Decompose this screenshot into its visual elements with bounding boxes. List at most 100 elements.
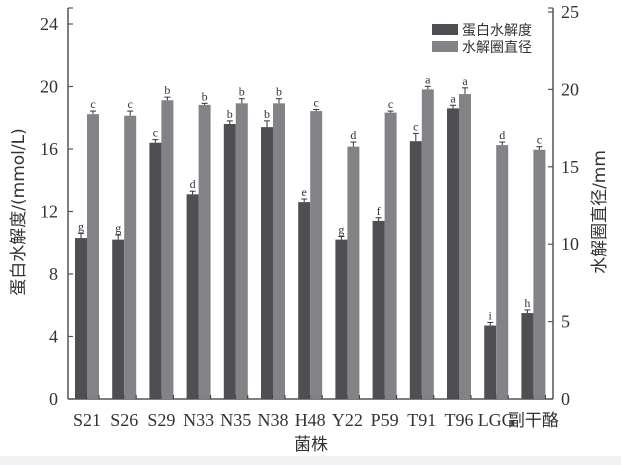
bar-group: fc: [372, 97, 398, 400]
significance-letter: d: [499, 128, 505, 142]
y-tick-label-right: 20: [561, 79, 579, 99]
bar-group: ca: [409, 72, 435, 400]
y-tick-label-left: 4: [49, 327, 58, 347]
y-tick-label-left: 0: [49, 389, 58, 409]
bar-group: hc: [521, 133, 546, 399]
x-tick-label: S21: [73, 410, 101, 430]
significance-letter: b: [239, 85, 245, 99]
bar-protein-hydrolysis: [112, 239, 125, 399]
y-tick-label-left: 12: [40, 202, 58, 222]
bar-protein-hydrolysis: [409, 141, 422, 399]
axes: 0 4 8 12 16 20 24 0 5 10 15 20 25 S21 S26 S29 N33 N35 N38 H…: [40, 2, 579, 431]
significance-letter: a: [450, 91, 456, 105]
legend-label: 水解圈直径: [462, 39, 532, 56]
x-tick-label: S26: [110, 410, 138, 430]
bar-protein-hydrolysis: [372, 220, 385, 399]
bar-group: bb: [261, 85, 286, 399]
bar-group: gd: [335, 128, 360, 399]
bar-hydrolysis-zone: [161, 100, 174, 400]
significance-letter: g: [115, 221, 121, 235]
significance-letter: c: [90, 97, 95, 111]
x-axis-label: 菌株: [294, 435, 328, 455]
significance-letter: b: [202, 89, 208, 103]
bar-hydrolysis-zone: [273, 103, 285, 399]
bar-hydrolysis-zone: [235, 103, 248, 399]
y-tick-label-right: 15: [561, 157, 579, 177]
y-tick-label-left: 16: [40, 139, 58, 159]
bar-hydrolysis-zone: [347, 146, 360, 399]
significance-letter: c: [314, 96, 319, 110]
significance-letter: b: [227, 107, 233, 121]
legend-swatch: [432, 41, 458, 52]
y-tick-label-left: 8: [49, 264, 58, 284]
bar-group: aa: [447, 74, 472, 399]
x-tick-label: T96: [445, 410, 474, 430]
y-axis-label-right: 水解圈直径/mm: [590, 150, 610, 274]
bar-protein-hydrolysis: [447, 108, 459, 399]
bar-protein-hydrolysis: [149, 142, 162, 399]
bar-hydrolysis-zone: [87, 114, 99, 399]
bar-group: id: [484, 128, 509, 399]
significance-letter: c: [388, 97, 393, 111]
bar-group: bb: [223, 85, 249, 399]
bar-hydrolysis-zone: [384, 112, 397, 400]
significance-letter: c: [537, 133, 542, 147]
y-axis-label-left: 蛋白水解度/(mmol/L): [9, 128, 29, 295]
x-tick-label: LGG: [478, 410, 515, 430]
x-tick-label: N38: [258, 410, 289, 430]
bar-hydrolysis-zone: [124, 115, 137, 399]
bar-group: ec: [298, 96, 323, 400]
significance-letter: a: [462, 74, 468, 88]
significance-letter: b: [164, 83, 170, 97]
bar-protein-hydrolysis: [484, 325, 497, 399]
bar-hydrolysis-zone: [533, 149, 546, 399]
significance-letter: c: [413, 119, 418, 133]
y-tick-label-right: 0: [561, 389, 570, 409]
y-tick-label-right: 25: [561, 2, 579, 22]
x-tick-label: N33: [183, 410, 214, 430]
bar-protein-hydrolysis: [261, 127, 273, 399]
significance-letter: b: [276, 85, 282, 99]
x-tick-label: T91: [407, 410, 436, 430]
significance-letter: h: [524, 296, 530, 310]
x-tick-label: P59: [371, 410, 399, 430]
bar-hydrolysis-zone: [459, 94, 471, 399]
significance-letter: g: [338, 223, 344, 237]
x-tick-label: H48: [295, 410, 326, 430]
y-tick-label-left: 20: [40, 77, 58, 97]
bar-protein-hydrolysis: [298, 202, 311, 399]
significance-letter: i: [489, 308, 493, 322]
legend-swatch: [432, 24, 458, 35]
significance-letter: f: [377, 204, 381, 218]
bar-protein-hydrolysis: [521, 313, 534, 399]
significance-letter: c: [153, 126, 158, 140]
y-tick-label-right: 10: [561, 234, 579, 254]
bottom-margin: [0, 456, 621, 465]
bar-group: db: [186, 89, 212, 399]
significance-letter: b: [264, 107, 270, 121]
bar-hydrolysis-zone: [421, 89, 434, 400]
significance-letter: e: [302, 185, 307, 199]
significance-letter: d: [350, 128, 356, 142]
bar-hydrolysis-zone: [198, 104, 211, 399]
bar-hydrolysis-zone: [496, 145, 509, 399]
legend-label: 蛋白水解度: [462, 23, 532, 39]
bar-group: cb: [149, 83, 174, 400]
bar-protein-hydrolysis: [223, 124, 236, 399]
bar-protein-hydrolysis: [335, 239, 348, 399]
x-tick-label: Y22: [332, 410, 363, 430]
x-tick-label: S29: [147, 410, 175, 430]
bar-protein-hydrolysis: [75, 238, 87, 399]
y-tick-label-left: 24: [40, 14, 58, 34]
bar-group: gc: [75, 97, 100, 399]
significance-letter: a: [425, 72, 431, 86]
bar-protein-hydrolysis: [186, 194, 199, 399]
bar-hydrolysis-zone: [310, 111, 323, 400]
x-tick-label: N35: [220, 410, 251, 430]
bar-group: gc: [112, 97, 137, 399]
significance-letter: d: [190, 177, 196, 191]
